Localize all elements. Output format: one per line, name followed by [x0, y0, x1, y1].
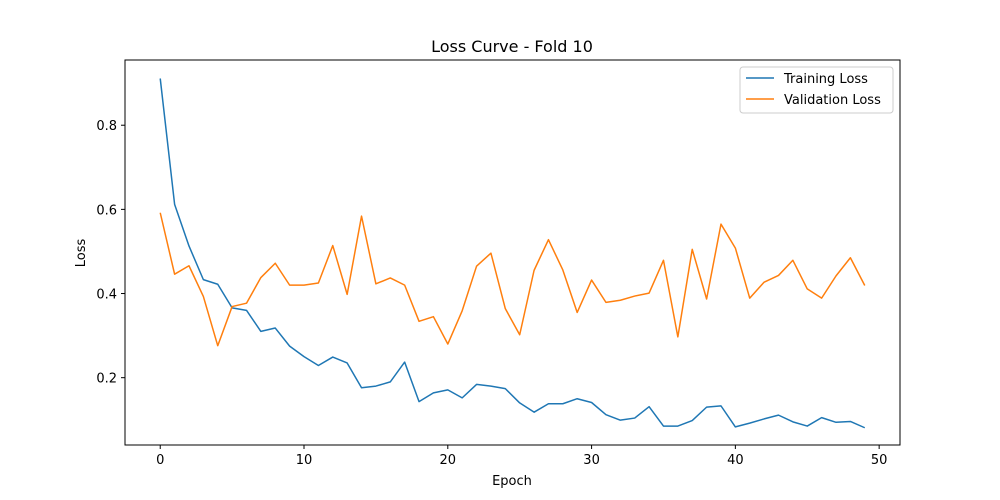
legend-label-training-loss: Training Loss — [783, 72, 868, 87]
x-tick-label: 30 — [583, 453, 600, 468]
y-tick-label: 0.2 — [96, 372, 117, 387]
plot-background — [125, 60, 900, 445]
series-line-validation-loss — [159, 212, 866, 347]
x-axis-label: Epoch — [492, 474, 532, 489]
x-tick-label: 10 — [296, 453, 313, 468]
y-tick-label: 0.6 — [96, 203, 117, 218]
y-tick-label: 0.8 — [96, 119, 117, 134]
legend: Training Loss Validation Loss — [739, 66, 894, 114]
plot-frame — [124, 59, 901, 446]
x-tick-label: 0 — [156, 453, 164, 468]
x-axis-ticks: 0 10 20 30 40 50 — [156, 445, 887, 468]
y-tick-label: 0.4 — [96, 288, 117, 303]
legend-box — [739, 66, 894, 114]
legend-label-validation-loss: Validation Loss — [784, 93, 881, 108]
x-tick-label: 50 — [871, 453, 888, 468]
x-tick-label: 20 — [440, 453, 457, 468]
y-axis-label: Loss — [74, 239, 89, 268]
plot-area: 0 10 20 30 40 50 0.2 0.4 0.6 0.8 — [96, 59, 901, 468]
chart-title: Loss Curve - Fold 10 — [431, 37, 593, 56]
y-axis-ticks: 0.2 0.4 0.6 0.8 — [96, 119, 125, 387]
series-line-training-loss — [159, 78, 866, 429]
x-tick-label: 40 — [727, 453, 744, 468]
series-layer — [159, 78, 866, 429]
